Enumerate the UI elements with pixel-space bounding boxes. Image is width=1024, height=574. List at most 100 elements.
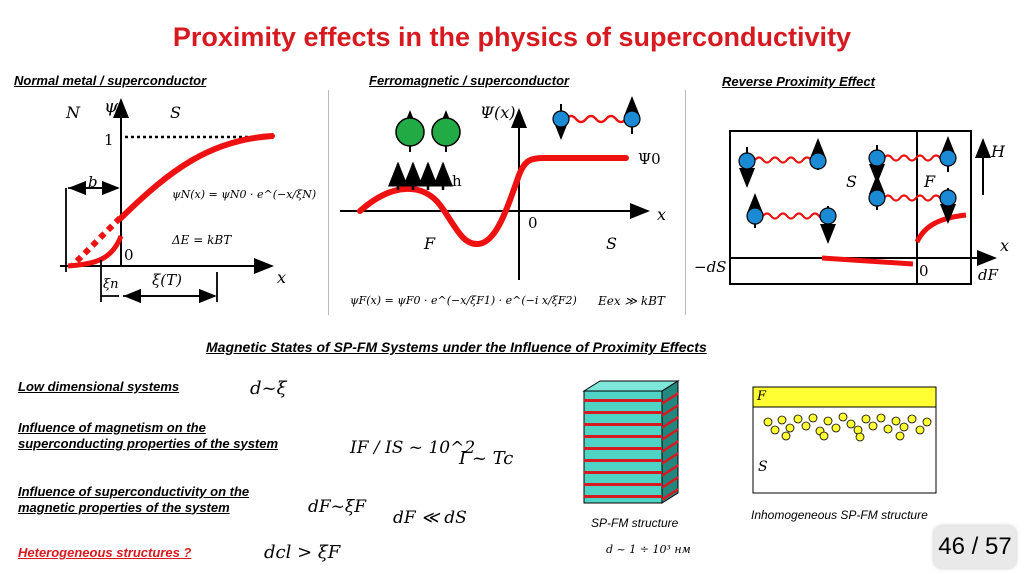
- reverse-proximity-diagram: [729, 130, 997, 285]
- cooper-pair-3: [868, 136, 957, 184]
- label-h-field: h: [452, 172, 462, 190]
- magnetic-sphere-right: [431, 110, 461, 152]
- inhomogeneous-structure: [752, 386, 937, 494]
- label-one: 1: [104, 131, 114, 149]
- stack-stripe-side: [662, 488, 678, 501]
- magnetic-particle: [846, 419, 856, 429]
- magnetic-particle: [770, 425, 780, 435]
- label-f-layer: F: [757, 389, 767, 404]
- label-x-axis: x: [277, 268, 287, 287]
- normal-metal-diagram: [60, 98, 275, 304]
- relation-current-ratio: IF / IS ~ 10^2: [350, 438, 476, 458]
- cooper-pair-2: [746, 193, 837, 244]
- stack-stripe: [584, 447, 662, 450]
- f-side-profile: [914, 212, 967, 244]
- divider-right: [685, 90, 686, 315]
- magnetic-particle: [883, 424, 893, 434]
- caption-thickness: d ~ 1 ÷ 10³ нм: [606, 543, 691, 556]
- label-origin: 0: [528, 214, 538, 232]
- label-minus-ds: −dS: [694, 258, 727, 276]
- stack-stripe: [584, 423, 662, 426]
- magnetic-particle: [819, 431, 829, 441]
- stack-stripe: [584, 495, 662, 498]
- order-parameter-curve: [118, 133, 275, 221]
- stack-stripe-side: [662, 392, 678, 405]
- magnetic-particle: [907, 414, 917, 424]
- label-origin: 0: [124, 246, 134, 264]
- label-psi0: Ψ0: [638, 150, 661, 168]
- relation-d-xi: d~ξ: [250, 378, 287, 399]
- extrapolation-line: [69, 215, 123, 269]
- magnetic-particle: [793, 414, 803, 424]
- stack-stripe-side: [662, 452, 678, 465]
- stack-stripe-side: [662, 476, 678, 489]
- exchange-field-arrows: [388, 161, 453, 190]
- label-f-region: F: [424, 234, 436, 253]
- relation-df-xif: dF~ξF: [308, 497, 367, 517]
- formula-eex: Eex ≫ kBT: [598, 294, 665, 308]
- magnetic-particle: [808, 413, 818, 423]
- relation-dcl: dcl > ξF: [264, 542, 341, 563]
- magnetic-particle: [763, 417, 773, 427]
- sample-box: [729, 130, 972, 285]
- normal-side-curve: [67, 235, 124, 269]
- magnetic-sphere-left: [395, 110, 425, 152]
- formula-psi-n: ψN(x) = ψN0 · e^(−x/ξN): [172, 188, 317, 201]
- stack-stripe-side: [662, 428, 678, 441]
- label-s-region: S: [170, 103, 181, 122]
- label-df: dF: [978, 266, 999, 284]
- label-psi-x: Ψ(x): [480, 103, 516, 122]
- magnetic-particle: [801, 421, 811, 431]
- label-s-region: S: [606, 234, 617, 253]
- cooper-pair-4: [868, 174, 957, 224]
- formula-energy: ΔE = kBT: [172, 233, 232, 247]
- label-n-region: N: [66, 103, 80, 122]
- caption-stack: SP-FM structure: [591, 516, 679, 530]
- magnetic-particle: [777, 415, 787, 425]
- stack-stripe: [584, 471, 662, 474]
- divider-left: [328, 90, 329, 315]
- magnetic-particle: [831, 423, 841, 433]
- magnetic-particle: [855, 432, 865, 442]
- magnetic-particle: [861, 414, 871, 424]
- ferromagnet-diagram: [340, 96, 650, 280]
- stack-stripe-side: [662, 404, 678, 417]
- magnetic-particle: [876, 413, 886, 423]
- label-x-axis: x: [657, 205, 667, 224]
- stack-stripe: [584, 399, 662, 402]
- label-x-axis: x: [1000, 236, 1010, 255]
- stack-stripe: [584, 459, 662, 462]
- relation-df-ds: dF ≪ dS: [393, 508, 467, 528]
- s-side-profile: [821, 255, 914, 267]
- label-psi: ψ: [104, 96, 119, 117]
- label-b: b: [88, 173, 98, 191]
- label-xi-n: ξn: [103, 277, 119, 292]
- page-title: Proximity effects in the physics of supe…: [172, 22, 852, 52]
- magnetic-particle: [868, 421, 878, 431]
- stack-stripe-side: [662, 464, 678, 477]
- magnetic-particle: [785, 423, 795, 433]
- label-xi-t: ξ(T): [152, 271, 182, 289]
- magnetic-particle: [838, 412, 848, 422]
- heading-normal-metal: Normal metal / superconductor: [14, 73, 207, 88]
- oscillating-order-parameter: [357, 155, 629, 247]
- magnetic-particle: [895, 431, 905, 441]
- sp-fm-stack: [582, 380, 680, 504]
- label-h-field: H: [991, 142, 1005, 161]
- label-s-layer: S: [758, 459, 768, 475]
- label-f-region: F: [924, 172, 936, 191]
- item-influence-superconductivity: Influence of superconductivity on the ma…: [18, 484, 250, 515]
- magnetic-particle: [781, 431, 791, 441]
- magnetic-particle: [899, 422, 909, 432]
- item-low-dimensional: Low dimensional systems: [18, 379, 180, 394]
- stack-stripe: [584, 435, 662, 438]
- caption-inhomogeneous: Inhomogeneous SP-FM structure: [751, 508, 928, 522]
- magnetic-particle: [891, 416, 901, 426]
- stack-stripe-side: [662, 416, 678, 429]
- item-heterogeneous: Heterogeneous structures ?: [18, 545, 192, 560]
- section-subheading: Magnetic States of SP-FM Systems under t…: [206, 339, 707, 355]
- heading-reverse-proximity: Reverse Proximity Effect: [722, 74, 875, 89]
- heading-ferromagnetic: Ferromagnetic / superconductor: [369, 73, 570, 88]
- cooper-pair: [552, 96, 641, 140]
- slide-counter: 46 / 57: [934, 526, 1016, 568]
